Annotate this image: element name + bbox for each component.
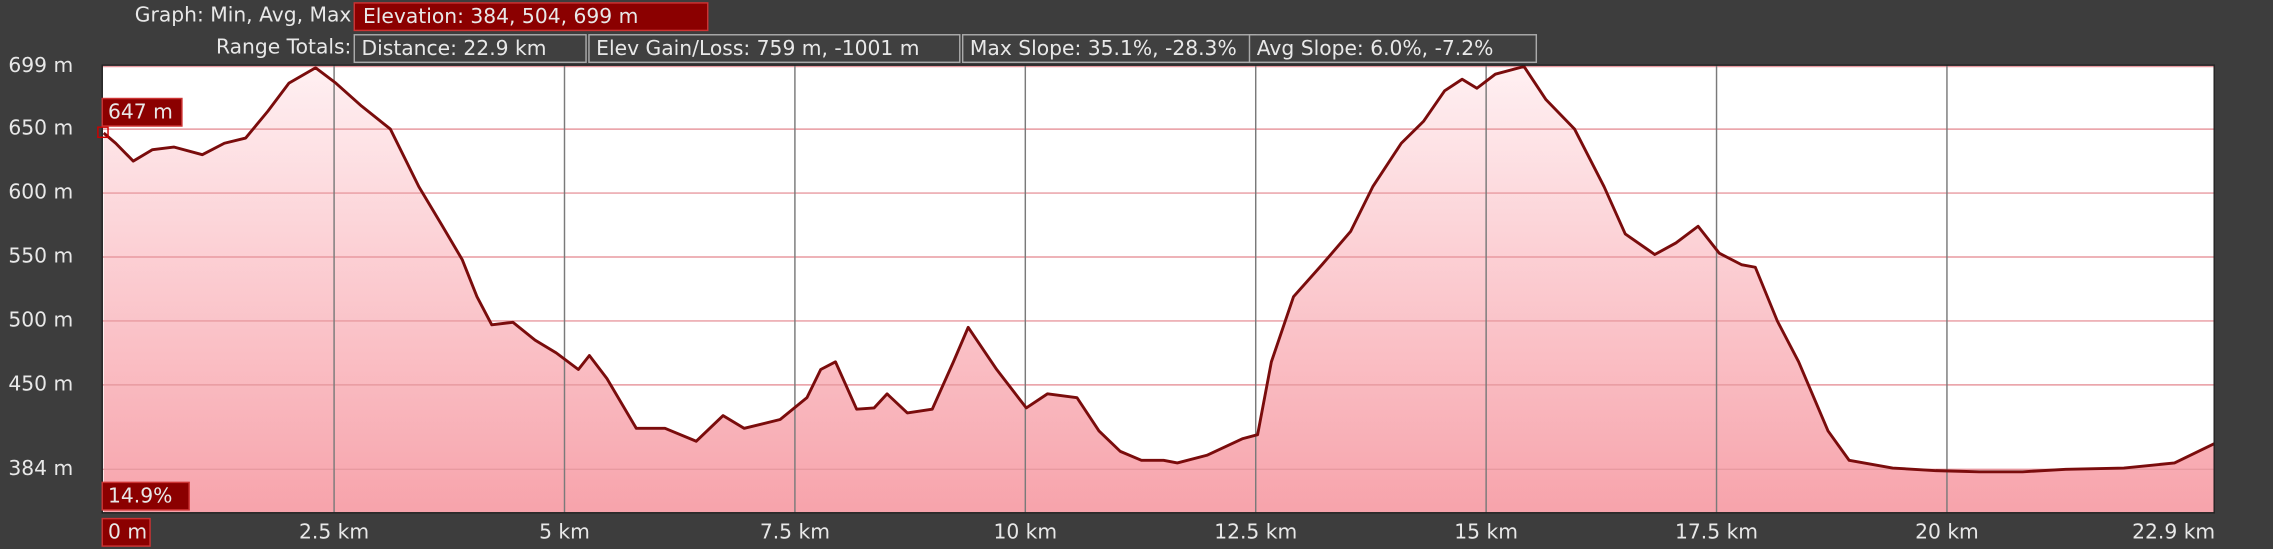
x-tick-label: 7.5 km — [760, 520, 830, 544]
range-totals: Distance: 22.9 km Elev Gain/Loss: 759 m, … — [353, 34, 1538, 64]
range-label: Range Totals: — [216, 34, 351, 58]
x-tick-label: 5 km — [539, 520, 590, 544]
y-tick-label: 550 m — [8, 244, 73, 268]
total-box — [1248, 34, 1538, 64]
y-tick-label: 600 m — [8, 180, 73, 204]
y-tick-label: 699 m — [8, 53, 73, 77]
elevation-line — [102, 65, 2215, 474]
total-box — [353, 34, 587, 64]
total-box — [961, 34, 1257, 64]
plot-border — [101, 64, 2215, 514]
x-tick-label: 2.5 km — [299, 520, 369, 544]
x-tick-label: 0 m — [108, 520, 147, 544]
y-tick-label: 384 m — [8, 456, 73, 480]
x-tick-label: 17.5 km — [1675, 520, 1758, 544]
x-tick-label: 20 km — [1915, 520, 1979, 544]
cursor-elevation: 647 m — [108, 99, 173, 123]
elevation-box — [353, 2, 709, 32]
total-text: Max Slope: 35.1%, -28.3% — [970, 36, 1237, 60]
y-tick-label: 650 m — [8, 116, 73, 140]
total-text: Avg Slope: 6.0%, -7.2% — [1257, 36, 1494, 60]
graph-label: Graph: Min, Avg, Max — [135, 2, 352, 26]
cursor-slope: 14.9% — [108, 483, 172, 507]
x-tick-label: 22.9 km — [2132, 520, 2215, 544]
cursor-marker — [97, 126, 109, 139]
x-tick-label: 15 km — [1454, 520, 1518, 544]
total-text: Elev Gain/Loss: 759 m, -1001 m — [596, 36, 919, 60]
cursor-slope-box — [101, 481, 190, 511]
y-tick-label: 450 m — [8, 371, 73, 395]
x-cursor-box — [101, 517, 151, 547]
total-box — [588, 34, 961, 64]
plot: 384 m 450 m 500 m 550 m 600 m 650 m 699 m 0 m 2.… — [8, 53, 2215, 547]
area-fill — [103, 66, 2215, 513]
total-text: Distance: 22.9 km — [362, 36, 547, 60]
y-tick-label: 500 m — [8, 307, 73, 331]
x-tick-label: 10 km — [993, 520, 1057, 544]
x-tick-label: 12.5 km — [1214, 520, 1297, 544]
elevation-summary: Elevation: 384, 504, 699 m — [363, 4, 638, 28]
cursor-elev-box — [101, 97, 183, 127]
